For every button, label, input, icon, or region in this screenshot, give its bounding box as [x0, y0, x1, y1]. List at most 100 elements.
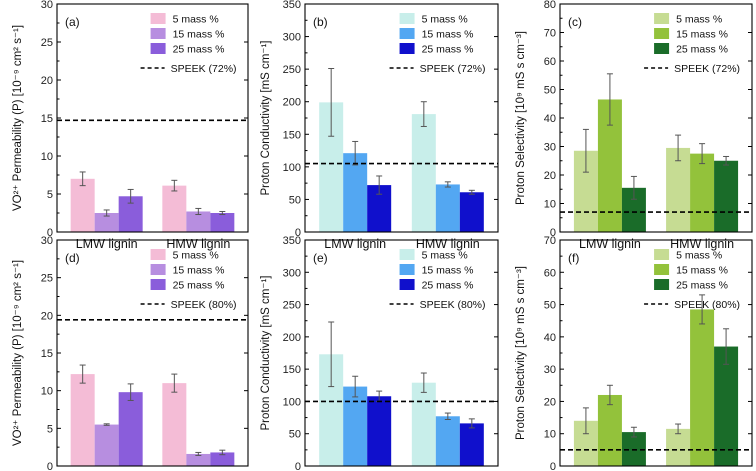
y-tick-label: 25 [41, 37, 53, 49]
y-tick-label: 30 [544, 142, 556, 154]
y-axis-label: VO²⁺ Permeability (P) [10⁻⁹ cm² s⁻¹] [12, 260, 24, 446]
y-tick-label: 150 [283, 129, 301, 141]
y-axis-label: Proton Selectivity [10⁹ mS s cm⁻³] [515, 266, 527, 440]
y-tick-label: 60 [544, 56, 556, 68]
legend-swatch [399, 28, 415, 39]
x-category-label: LMW lignin [76, 237, 138, 251]
y-tick-label: 50 [544, 85, 556, 97]
y-tick-label: 20 [544, 170, 556, 182]
bar [435, 184, 460, 232]
panel-a: 0 5 10 15 20 25 30 VO²⁺ Permeability (P) [10⁻⁹ … [12, 0, 249, 251]
bar [186, 453, 211, 466]
bar [162, 185, 187, 232]
legend-swatch [399, 279, 415, 290]
y-tick-label: 25 [41, 273, 53, 285]
y-tick-label: 20 [544, 396, 556, 408]
y-tick-label: 100 [283, 396, 301, 408]
y-axis-label: Proton Conductivity [mS cm⁻¹] [260, 41, 272, 196]
bar [118, 392, 143, 466]
legend-swatch [150, 43, 166, 54]
y-tick-label: 350 [283, 0, 301, 11]
legend-swatch [654, 264, 670, 275]
legend-swatch [654, 13, 670, 24]
legend-label: 5 mass % [676, 250, 722, 262]
legend-reference-label: SPEEK (80%) [171, 299, 237, 311]
y-tick-label: 100 [283, 162, 301, 174]
legend-swatch [654, 43, 670, 54]
bar [459, 423, 484, 466]
y-tick-label: 10 [41, 386, 53, 398]
legend-swatch [399, 13, 415, 24]
panel-c: 0 10 20 30 40 50 60 70 80 Proton Selectivity [10⁹… [515, 0, 753, 251]
legend-label: 15 mass % [422, 265, 474, 277]
bar [411, 382, 436, 466]
y-tick-label: 200 [283, 332, 301, 344]
y-tick-label: 50 [544, 300, 556, 312]
y-tick-label: 0 [47, 461, 53, 471]
y-tick-label: 30 [544, 364, 556, 376]
y-axis-label: VO²⁺ Permeability (P) [10⁻⁹ cm² s⁻¹] [12, 25, 24, 211]
legend-label: 5 mass % [173, 250, 219, 262]
legend-label: 25 mass % [173, 44, 225, 56]
y-tick-label: 30 [41, 235, 53, 247]
plot-frame [56, 239, 249, 467]
bar [70, 178, 95, 232]
y-tick-label: 0 [550, 227, 556, 239]
bar [343, 386, 368, 466]
legend-swatch [150, 249, 166, 260]
legend-label: 5 mass % [422, 250, 468, 262]
y-tick-label: 5 [47, 189, 53, 201]
bar [666, 147, 691, 232]
plot-frame [56, 3, 249, 233]
bar [459, 192, 484, 232]
bar [210, 213, 235, 232]
legend-swatch [150, 28, 166, 39]
y-tick-label: 15 [41, 348, 53, 360]
legend-reference-label: SPEEK (72%) [420, 63, 486, 75]
bar [666, 428, 691, 466]
legend-label: 15 mass % [173, 265, 225, 277]
y-tick-label: 5 [47, 423, 53, 435]
panel-label: (f) [568, 251, 579, 265]
plot-frame [304, 3, 499, 233]
panel-label: (b) [313, 15, 328, 29]
y-tick-label: 50 [289, 429, 301, 441]
legend-label: 15 mass % [422, 29, 474, 41]
y-tick-label: 70 [544, 28, 556, 40]
y-tick-label: 200 [283, 97, 301, 109]
legend-reference-label: SPEEK (72%) [171, 63, 237, 75]
y-tick-label: 40 [544, 332, 556, 344]
panel-label: (e) [313, 251, 328, 265]
bar [94, 213, 119, 232]
y-tick-label: 10 [544, 429, 556, 441]
y-tick-label: 250 [283, 300, 301, 312]
bar [367, 396, 392, 466]
y-tick-label: 300 [283, 32, 301, 44]
legend-swatch [399, 264, 415, 275]
legend-label: 25 mass % [676, 44, 728, 56]
legend-swatch [150, 264, 166, 275]
bar [621, 432, 646, 466]
panel-e: 0 50 100 150 200 250 300 350 Proton Conductivity… [260, 235, 499, 471]
y-tick-label: 40 [544, 113, 556, 125]
bar [162, 383, 187, 466]
y-tick-label: 0 [47, 227, 53, 239]
panel-b: 0 50 100 150 200 250 300 350 Proton Conductivity… [260, 0, 499, 251]
bar [690, 153, 715, 232]
bar [411, 114, 436, 232]
panel-label: (d) [65, 251, 80, 265]
y-tick-label: 30 [41, 0, 53, 11]
legend-reference-label: SPEEK (80%) [674, 299, 740, 311]
panel-d: 0 5 10 15 20 25 30 VO²⁺ Permeability (P) [10⁻⁹ … [12, 235, 249, 471]
y-tick-label: 250 [283, 64, 301, 76]
bar [435, 416, 460, 466]
y-tick-label: 0 [295, 461, 301, 471]
plot-frame [559, 3, 753, 233]
bar [714, 346, 739, 466]
legend-label: 5 mass % [173, 14, 219, 26]
y-tick-label: 10 [41, 151, 53, 163]
legend-swatch [150, 13, 166, 24]
y-axis-label: Proton Conductivity [mS cm⁻¹] [260, 276, 272, 431]
legend-swatch [654, 279, 670, 290]
